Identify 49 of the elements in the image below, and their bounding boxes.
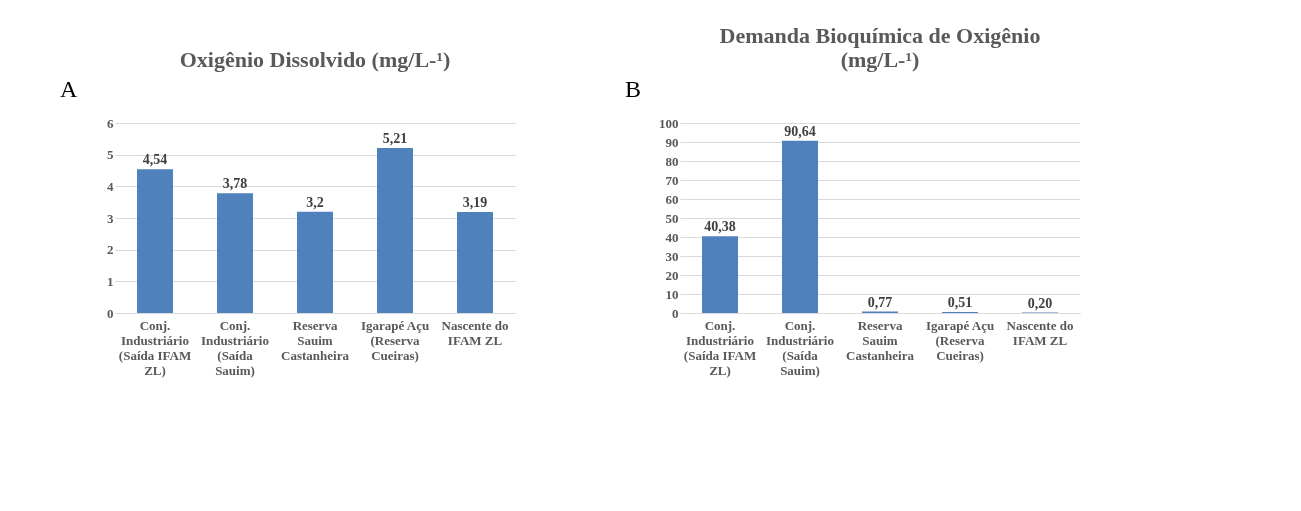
data-label: 4,54 (142, 152, 168, 168)
y-tick-label: 50 (665, 210, 679, 226)
x-tick-label: Reserva Sauim Castanheira (281, 317, 350, 363)
text: A (60, 76, 78, 102)
x-tick-label: Igarapé Açu (Reserva Cueiras) (925, 317, 995, 363)
y-tick-label: 30 (665, 248, 679, 264)
y-tick-label: 40 (665, 229, 679, 245)
data-label: 90,64 (784, 123, 816, 139)
data-label: 0,20 (1027, 295, 1053, 311)
y-tick-label: 0 (107, 305, 114, 321)
data-label: 3,2 (306, 194, 324, 210)
y-tick-label: 0 (672, 305, 679, 321)
bar (782, 140, 818, 313)
bar (297, 211, 333, 313)
x-tick-label: Igarapé Açu (Reserva Cueiras) (360, 317, 430, 363)
x-tick-label: Reserva Sauim Castanheira (846, 317, 915, 363)
data-label: 3,19 (462, 194, 488, 210)
x-tick-label: Nascente do IFAM ZL (1006, 317, 1074, 348)
y-tick-label: 5 (107, 147, 114, 163)
y-tick-label: 4 (107, 178, 114, 194)
y-tick-label: 60 (665, 191, 679, 207)
y-tick-label: 6 (107, 115, 114, 131)
y-tick-label: 20 (665, 267, 679, 283)
y-tick-label: 90 (665, 134, 679, 150)
x-tick-label: Conj. Industriário (Saída Sauim) (201, 317, 269, 378)
x-tick-label: Conj. Industriário (Saída Sauim) (766, 317, 834, 378)
data-label: 3,78 (222, 176, 248, 192)
chart-title: Oxigênio Dissolvido (mg/L-¹) (179, 47, 451, 72)
bar (702, 236, 738, 313)
x-tick-label: Conj. Industriário (Saída IFAM ZL) (118, 317, 192, 378)
bar (217, 193, 253, 313)
x-tick-label: Nascente do IFAM ZL (441, 317, 509, 348)
bar (137, 169, 173, 313)
data-label: 0,77 (867, 294, 893, 310)
bar (377, 148, 413, 313)
y-tick-label: 80 (665, 153, 679, 169)
data-label: 40,38 (704, 219, 736, 235)
y-tick-label: 70 (665, 172, 679, 188)
chart-title: Demanda Bioquímica de Oxigênio (mg/L-¹) (719, 23, 1041, 72)
y-tick-label: 10 (665, 286, 679, 302)
data-label: 0,51 (947, 295, 973, 311)
text: B (625, 76, 642, 102)
data-label: 5,21 (382, 131, 408, 147)
x-tick-label: Conj. Industriário (Saída IFAM ZL) (683, 317, 757, 378)
y-tick-label: 3 (107, 210, 114, 226)
y-tick-label: 1 (107, 273, 114, 289)
y-tick-label: 2 (107, 242, 114, 258)
y-tick-label: 100 (659, 115, 679, 131)
bar (457, 211, 493, 313)
